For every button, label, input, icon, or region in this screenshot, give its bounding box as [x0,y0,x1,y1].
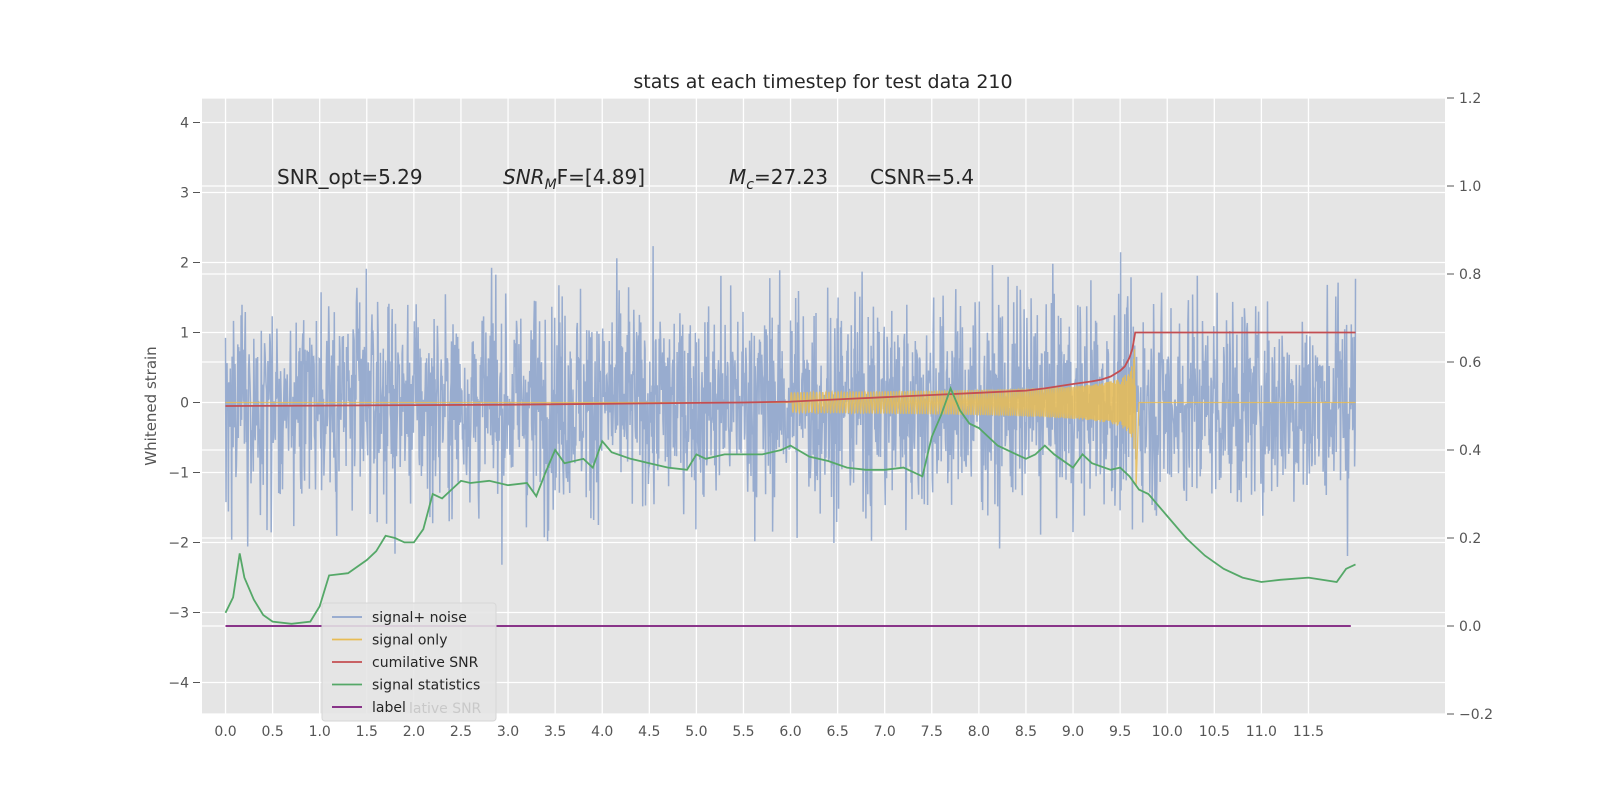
legend-label: label [372,700,406,716]
x-tick-label: 9.0 [1062,724,1084,740]
x-tick-label: 4.5 [638,724,660,740]
x-tick-label: 6.5 [826,724,848,740]
x-tick-label: 0.5 [261,724,283,740]
y-tick-label: −1 [168,466,189,482]
x-tick-label: 10.0 [1152,724,1183,740]
right-y-tick-label: 1.0 [1459,179,1481,195]
cumulative-snr-line [225,331,1356,407]
y-axis-label: Whitened strain [142,346,160,465]
x-tick-label: 8.5 [1015,724,1037,740]
x-tick-label: 6.0 [779,724,801,740]
chart-title: stats at each timestep for test data 210 [633,71,1012,93]
x-tick-label: 5.0 [685,724,707,740]
x-tick-label: 3.0 [497,724,519,740]
right-y-tick-label: 0.6 [1459,355,1481,371]
annotation-mc-sub: c [746,177,754,193]
x-axis-ticks: 0.0 0.5 1.0 1.5 2.0 2.5 3.0 3.5 4.0 4.5 5.0 5.5 6.0 6… [214,724,1324,740]
x-tick-label: 2.0 [403,724,425,740]
legend: lative SNR signal+ noise signal only cumil… [321,602,497,722]
right-y-axis-ticks: −0.2 0.0 0.2 0.4 0.6 0.8 1.0 1.2 [1447,91,1493,723]
annotation-snr-mf-tail: F=[4.89] [557,165,645,189]
x-tick-label: 1.0 [309,724,331,740]
signal-statistics-line [224,385,1356,625]
x-tick-label: 7.0 [874,724,896,740]
right-y-tick-label: 0.8 [1459,267,1481,283]
x-tick-label: 7.5 [921,724,943,740]
x-tick-label: 0.0 [214,724,236,740]
annotation-mc: Mc=27.23 [729,165,828,193]
y-tick-label: 4 [180,116,189,132]
annotations: SNR_opt=5.29 SNRMF=[4.89] Mc=27.23 CSNR=… [277,165,974,193]
right-y-tick-label: −0.2 [1459,707,1493,723]
x-tick-label: 4.0 [591,724,613,740]
legend-label: signal+ noise [372,610,467,626]
legend-label: cumilative SNR [372,655,479,671]
x-tick-label: 3.5 [544,724,566,740]
right-y-tick-label: 0.0 [1459,619,1481,635]
x-tick-label: 9.5 [1109,724,1131,740]
legend-ghost-text: lative SNR [409,701,482,717]
signal-noise-line [224,246,1357,565]
x-tick-label: 11.0 [1246,724,1277,740]
annotation-mc-tail: =27.23 [754,165,828,189]
x-tick-label: 10.5 [1199,724,1230,740]
x-tick-label: 2.5 [450,724,472,740]
y-tick-label: 3 [180,186,189,202]
right-y-tick-label: 0.2 [1459,531,1481,547]
legend-entries: signal+ noise signal only cumilative SNR si… [332,610,480,716]
legend-label: signal only [372,633,447,649]
annotation-snr-opt: SNR_opt=5.29 [277,165,423,189]
legend-box [321,602,497,722]
right-y-tick-label: 0.4 [1459,443,1481,459]
annotation-snr-mf-sub: M [545,177,557,193]
x-tick-label: 1.5 [356,724,378,740]
y-tick-label: 0 [180,396,189,412]
annotation-snr-mf: SNRMF=[4.89] [503,165,645,193]
x-tick-label: 11.5 [1293,724,1324,740]
x-tick-label: 5.5 [732,724,754,740]
annotation-mc-base: M [729,165,746,189]
annotation-snr-mf-base: SNR [503,165,545,189]
y-tick-label: 1 [180,326,189,342]
y-tick-label: −4 [168,676,189,692]
y-tick-label: 2 [180,256,189,272]
legend-label: signal statistics [372,678,480,694]
y-tick-label: −3 [168,606,189,622]
x-tick-label: 8.0 [968,724,990,740]
y-tick-label: −2 [168,536,189,552]
signal-only-line [225,349,1356,487]
annotation-csnr: CSNR=5.4 [870,165,974,189]
y-axis-ticks: −4 −3 −2 −1 0 1 2 3 4 [168,116,200,692]
right-y-tick-label: 1.2 [1459,91,1481,107]
